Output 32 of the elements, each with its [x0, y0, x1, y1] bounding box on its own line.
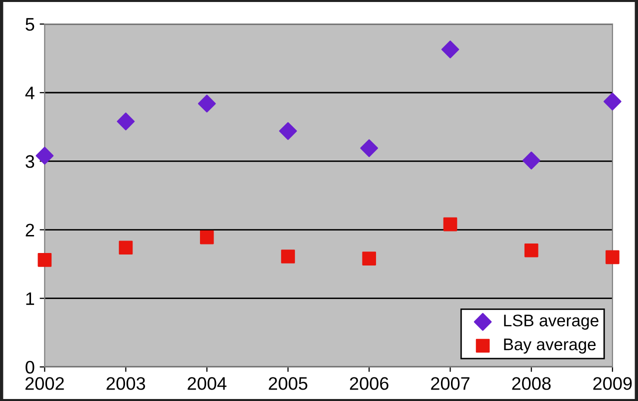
legend-label: Bay average — [504, 338, 596, 354]
point — [522, 152, 540, 170]
point — [200, 230, 214, 244]
point — [441, 40, 460, 58]
point — [606, 250, 620, 264]
point — [116, 112, 135, 130]
point — [443, 217, 458, 232]
point — [38, 253, 52, 267]
point — [198, 94, 216, 113]
x-tick-label: 2002 — [25, 377, 64, 390]
point — [281, 250, 295, 264]
legend-label: LSB average — [504, 314, 598, 330]
point — [279, 122, 297, 140]
x-tick-label: 2009 — [593, 377, 632, 390]
y-tick-label: 0 — [26, 360, 34, 374]
point — [362, 252, 376, 266]
x-tick-label: 2003 — [106, 377, 146, 390]
point — [524, 243, 538, 258]
x-tick-label: 2004 — [188, 377, 226, 390]
point — [360, 139, 378, 158]
point — [604, 92, 622, 110]
x-tick-label: 2006 — [350, 377, 388, 390]
y-tick-label: 5 — [26, 18, 34, 31]
y-tick-label: 1 — [26, 292, 34, 305]
x-tick-label: 2008 — [512, 377, 551, 390]
y-tick-label: 3 — [26, 155, 34, 168]
x-tick-label: 2005 — [268, 377, 308, 390]
point — [118, 240, 133, 255]
y-tick-label: 2 — [26, 224, 34, 236]
y-tick-label: 4 — [25, 86, 34, 100]
point — [36, 146, 54, 165]
x-tick-label: 2007 — [431, 377, 470, 390]
